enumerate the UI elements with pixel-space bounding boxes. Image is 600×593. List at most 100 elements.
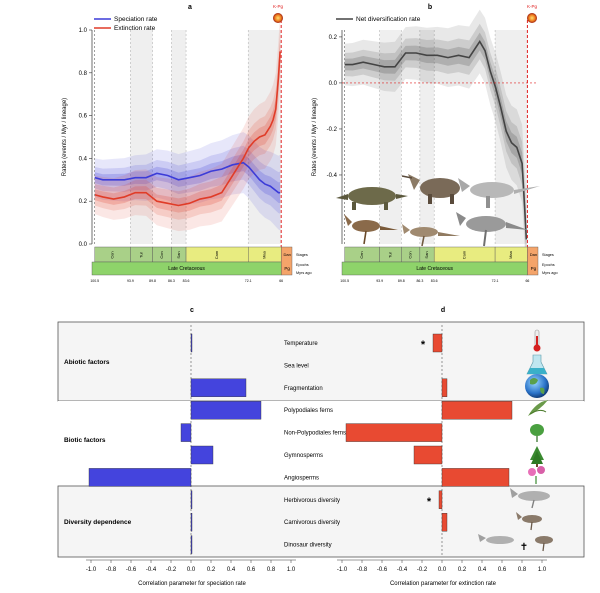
panel-b-label: b: [428, 4, 432, 11]
kpg-label-b: K-Pg: [527, 4, 538, 9]
kpg-marker-a: K-Pg: [273, 4, 284, 23]
factor-label: Angiosperms: [284, 475, 319, 481]
stage-name: Cam: [214, 250, 219, 259]
panel-c: c: [190, 307, 194, 314]
kpg-label-a: K-Pg: [273, 4, 284, 9]
time-tick-label: 86.3: [168, 279, 175, 283]
bar: [345, 423, 443, 442]
x-tick-label: -0.6: [126, 567, 137, 573]
x-tick-label: -1.0: [337, 567, 348, 573]
factor-label: Herbivorous diversity: [284, 498, 340, 504]
bar: [190, 378, 247, 397]
epoch-name: Late Cretaceous: [416, 266, 453, 272]
time-tick-label: 66: [525, 279, 529, 283]
y-tick-label: 0.2: [79, 199, 88, 205]
fern-icon: [528, 400, 548, 416]
ci-band: [94, 40, 281, 213]
group-label-diversity: Diversity dependence: [64, 519, 132, 526]
meteor-icon: [273, 13, 283, 23]
x-tick-label: -0.2: [417, 567, 428, 573]
stage-name-dan: Dan: [530, 252, 537, 257]
bar: [180, 423, 192, 442]
time-tick-label: 89.8: [149, 279, 156, 283]
rate-lines-b: [344, 39, 528, 240]
bar: [441, 468, 510, 487]
significance-star: *: [421, 339, 426, 351]
stage-name: Cen: [110, 251, 115, 258]
x-tick-label: 0.0: [187, 567, 196, 573]
x-tick-label: 0.4: [478, 567, 487, 573]
legend-extinction: Extinction rate: [114, 25, 156, 32]
factor-label: Gymnosperms: [284, 453, 323, 459]
panel-a: a 0.0 0.2 0.4 0.6 0.8 1.0 Cen Tur Con San Cam Maa D…: [62, 4, 312, 283]
bar: [438, 490, 443, 509]
timescale-a: Cen Tur Con San Cam Maa Dan Late Cretaceous Pg 10…: [90, 246, 312, 283]
y-tick-label: -0.4: [327, 173, 338, 179]
time-tick-label: 93.9: [376, 279, 383, 283]
axes-b: -0.4 -0.2 0.0 0.2: [327, 20, 538, 272]
y-tick-label: 0.0: [329, 81, 338, 87]
y-tick-label: 0.6: [79, 114, 88, 120]
epoch-cell: [91, 261, 282, 276]
group-box-diversity: [57, 485, 585, 558]
bar: [441, 513, 448, 532]
panel-a-label: a: [188, 4, 192, 11]
stage-name: Cen: [359, 251, 364, 258]
x-tick-label: -1.0: [86, 567, 97, 573]
stage-name: Con: [159, 251, 164, 258]
meteor-icon: [527, 13, 537, 23]
bar: [190, 401, 262, 420]
factor-label: Non-Polypodiales ferns: [284, 431, 346, 437]
epoch-cell: [341, 261, 528, 276]
bar: [190, 535, 193, 554]
stage-name: San: [424, 251, 429, 258]
bar: [88, 468, 192, 487]
theropod-icon: [402, 224, 460, 247]
factor-label: Polypodiales ferns: [284, 408, 333, 414]
series-line-1: [94, 51, 281, 207]
x-axis-d: -1.0 -0.8 -0.6 -0.4 -0.2 0.0 0.2 0.4 0.6 0.8 1.0: [337, 559, 547, 573]
panel-b: b -0.4 -0.2 0.0 0.2 Cen Tur Con San Cam Maa Dan La…: [312, 4, 558, 283]
y-axis-label-b: Rates (events / Myr / lineage): [312, 98, 318, 176]
stage-name: Tur: [138, 251, 143, 258]
group-label-abiotic: Abiotic factors: [64, 359, 110, 366]
bar: [190, 490, 193, 509]
x-tick-label: 0.4: [227, 567, 236, 573]
ci-band: [94, 145, 281, 214]
time-tick-label: 83.6: [183, 279, 190, 283]
stage-stripe: [171, 30, 187, 244]
x-axis-c: -1.0 -0.8 -0.6 -0.4 -0.2 0.0 0.2 0.4 0.6 0.8 1.0: [86, 559, 296, 573]
x-tick-label: -0.2: [166, 567, 177, 573]
y-tick-label: 0.0: [79, 242, 88, 248]
epoch-name-pg: Pg: [531, 266, 537, 271]
stage-stripe: [495, 30, 528, 244]
legend-b: Net diversification rate: [336, 16, 421, 23]
x-tick-label: -0.4: [397, 567, 408, 573]
epoch-name: Late Cretaceous: [168, 266, 205, 272]
y-axis-label-a: Rates (events / Myr / lineage): [62, 98, 68, 176]
pg-cell: [280, 246, 293, 276]
ankylosaur-icon: [336, 187, 408, 210]
hadrosaur-icon: [458, 178, 540, 208]
globe-icon: [525, 374, 549, 398]
time-tick-label: 93.9: [127, 279, 134, 283]
x-tick-label: 0.2: [207, 567, 216, 573]
x-tick-label: -0.4: [146, 567, 157, 573]
x-tick-label: 0.8: [518, 567, 527, 573]
pg-cell: [527, 246, 539, 276]
x-tick-label: -0.6: [377, 567, 388, 573]
time-tick-label: 86.3: [416, 279, 423, 283]
factor-rows: Temperature Sea level Fragmentation Polypod…: [284, 341, 346, 549]
bar: [190, 513, 193, 532]
y-tick-label: 0.4: [79, 156, 88, 162]
legend-a: Speciation rate Extinction rate: [94, 16, 158, 32]
timescale-row-label: Epochs: [542, 263, 555, 267]
group-label-biotic: Biotic factors: [64, 437, 106, 444]
factor-label: Temperature: [284, 341, 318, 347]
stage-name: Cam: [462, 250, 467, 259]
ci-band: [94, 132, 281, 231]
factor-label: Sea level: [284, 363, 309, 369]
dagger-symbol: ✝: [520, 542, 528, 553]
bar: [413, 445, 443, 465]
